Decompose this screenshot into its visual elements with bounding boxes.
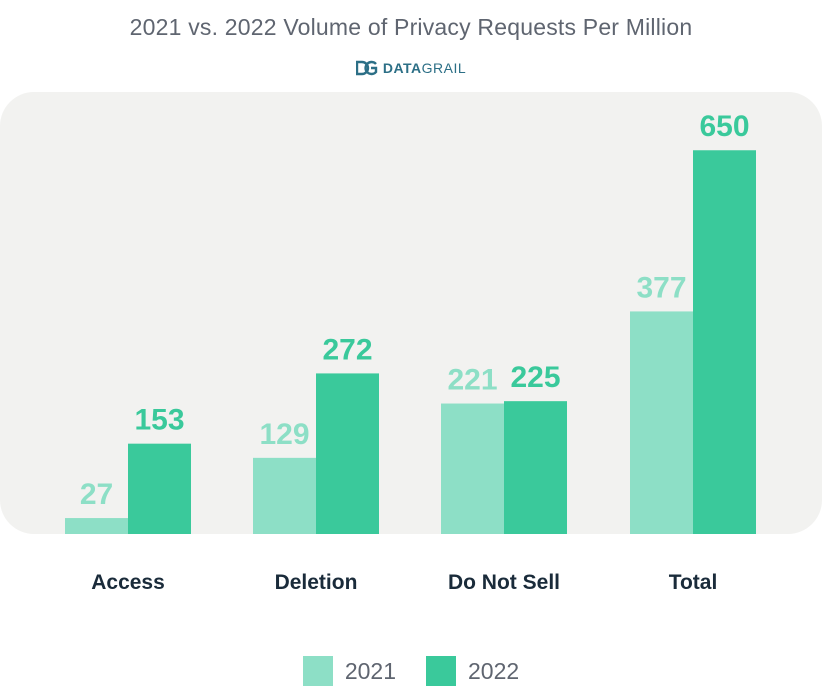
bar-deletion-2021 — [253, 457, 316, 534]
datagrail-logo-icon — [355, 60, 378, 76]
chart-title: 2021 vs. 2022 Volume of Privacy Requests… — [129, 14, 693, 40]
logo-wordmark-bold: DATA — [382, 60, 422, 76]
legend-swatch-2022 — [426, 656, 456, 686]
legend-swatch-2021 — [302, 656, 333, 686]
category-label-deletion: Deletion — [275, 571, 358, 594]
legend-label-2021: 2021 — [344, 657, 396, 684]
bar-total-2022 — [693, 150, 756, 534]
bar-access-2021 — [65, 518, 128, 534]
legend-item-2022: 2022 — [426, 656, 519, 686]
data-label-access-2021: 27 — [80, 478, 113, 511]
data-label-total-2022: 650 — [699, 110, 749, 143]
bar-do-not-sell-2022 — [504, 401, 567, 534]
data-label-deletion-2022: 272 — [322, 333, 372, 366]
data-label-do-not-sell-2021: 221 — [447, 364, 497, 397]
data-label-do-not-sell-2022: 225 — [510, 361, 560, 394]
data-label-deletion-2021: 129 — [259, 418, 309, 451]
data-label-access-2022: 153 — [134, 404, 184, 437]
bar-access-2022 — [128, 443, 191, 534]
bar-chart: 27 153 Access 129 272 Deletion 221 225 Do Not Se… — [65, 110, 756, 594]
category-label-total: Total — [669, 571, 718, 594]
legend-item-2021: 2021 — [302, 656, 396, 686]
bar-deletion-2022 — [316, 373, 379, 534]
logo-wordmark: DATAGRAIL — [383, 60, 466, 76]
legend: 2021 2022 — [0, 656, 822, 686]
bar-do-not-sell-2021 — [441, 403, 504, 534]
category-label-access: Access — [91, 571, 165, 594]
legend-label-2022: 2022 — [468, 657, 520, 684]
bar-total-2021 — [630, 311, 693, 534]
category-label-do-not-sell: Do Not Sell — [448, 571, 560, 594]
datagrail-logo: DATAGRAIL — [0, 60, 822, 76]
data-label-total-2021: 377 — [636, 271, 686, 304]
logo-wordmark-light: GRAIL — [421, 60, 467, 76]
